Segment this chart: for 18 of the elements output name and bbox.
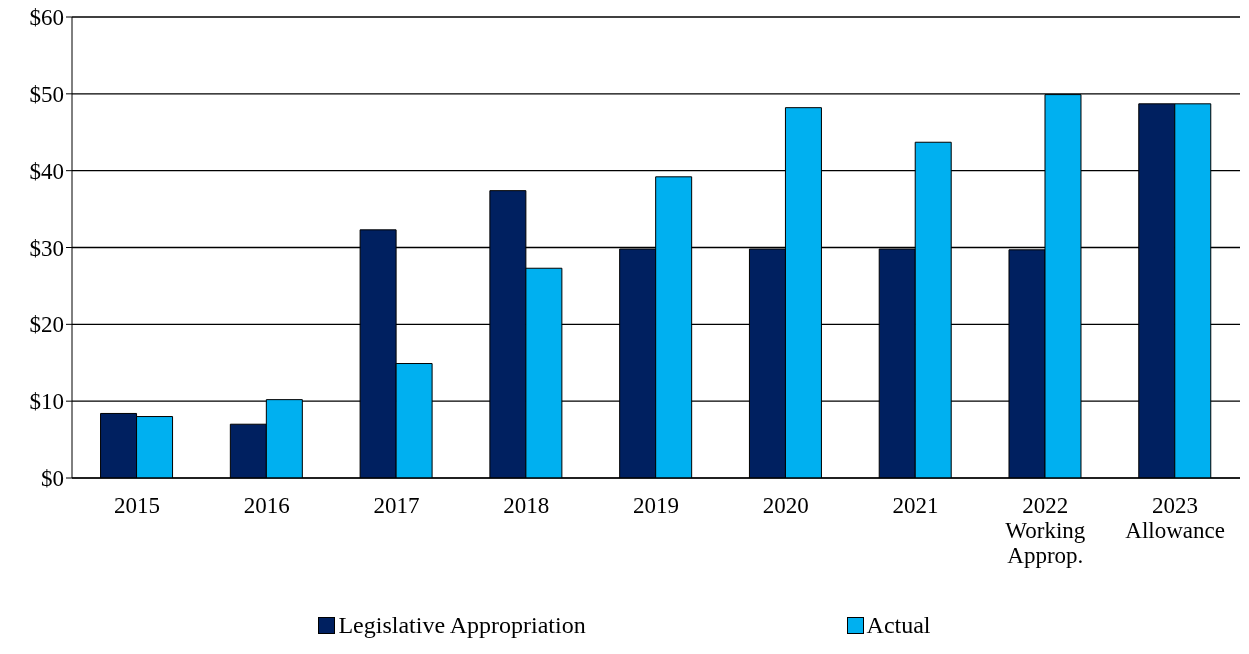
y-tick-label: $40 xyxy=(29,158,64,184)
x-tick-label: 2023 Allowance xyxy=(1125,492,1225,543)
x-tick-label: 2015 xyxy=(113,492,160,518)
y-tick-label: $30 xyxy=(29,235,64,261)
legend-label: Legislative Appropriation xyxy=(337,612,586,639)
x-tick-label: 2018 xyxy=(503,492,550,518)
x-tick-label: 2019 xyxy=(633,492,679,518)
x-tick-label: 2017 xyxy=(373,492,420,518)
x-tick-label: 2020 xyxy=(762,492,809,518)
x-tick-label: 2021 xyxy=(892,492,939,518)
x-tick-label: 2016 xyxy=(243,492,290,518)
y-tick-label: $50 xyxy=(29,82,64,107)
y-tick-label: $20 xyxy=(29,312,64,338)
y-tick-label: $10 xyxy=(29,389,64,415)
y-tick-label: $60 xyxy=(29,5,64,31)
legend-label: Actual xyxy=(865,612,931,639)
y-tick-label: $0 xyxy=(41,466,64,492)
x-tick-label: 2022 Working Approp. xyxy=(1005,492,1086,569)
